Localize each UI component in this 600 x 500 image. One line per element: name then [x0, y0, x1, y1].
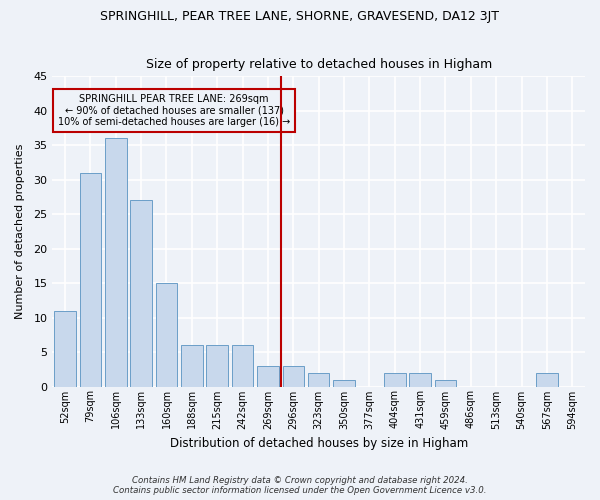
Bar [80, 173, 101, 386]
Bar [308, 372, 329, 386]
Bar [206, 345, 228, 387]
Bar [54, 310, 76, 386]
Title: Size of property relative to detached houses in Higham: Size of property relative to detached ho… [146, 58, 492, 71]
Y-axis label: Number of detached properties: Number of detached properties [15, 144, 25, 319]
Bar [333, 380, 355, 386]
Bar [232, 345, 253, 387]
Bar [536, 372, 558, 386]
Text: SPRINGHILL PEAR TREE LANE: 269sqm
← 90% of detached houses are smaller (137)
10%: SPRINGHILL PEAR TREE LANE: 269sqm ← 90% … [58, 94, 290, 127]
Bar [257, 366, 279, 386]
Bar [409, 372, 431, 386]
X-axis label: Distribution of detached houses by size in Higham: Distribution of detached houses by size … [170, 437, 468, 450]
Bar [384, 372, 406, 386]
Bar [155, 283, 177, 387]
Bar [435, 380, 456, 386]
Bar [105, 138, 127, 386]
Text: Contains HM Land Registry data © Crown copyright and database right 2024.
Contai: Contains HM Land Registry data © Crown c… [113, 476, 487, 495]
Bar [181, 345, 203, 387]
Text: SPRINGHILL, PEAR TREE LANE, SHORNE, GRAVESEND, DA12 3JT: SPRINGHILL, PEAR TREE LANE, SHORNE, GRAV… [101, 10, 499, 23]
Bar [283, 366, 304, 386]
Bar [130, 200, 152, 386]
